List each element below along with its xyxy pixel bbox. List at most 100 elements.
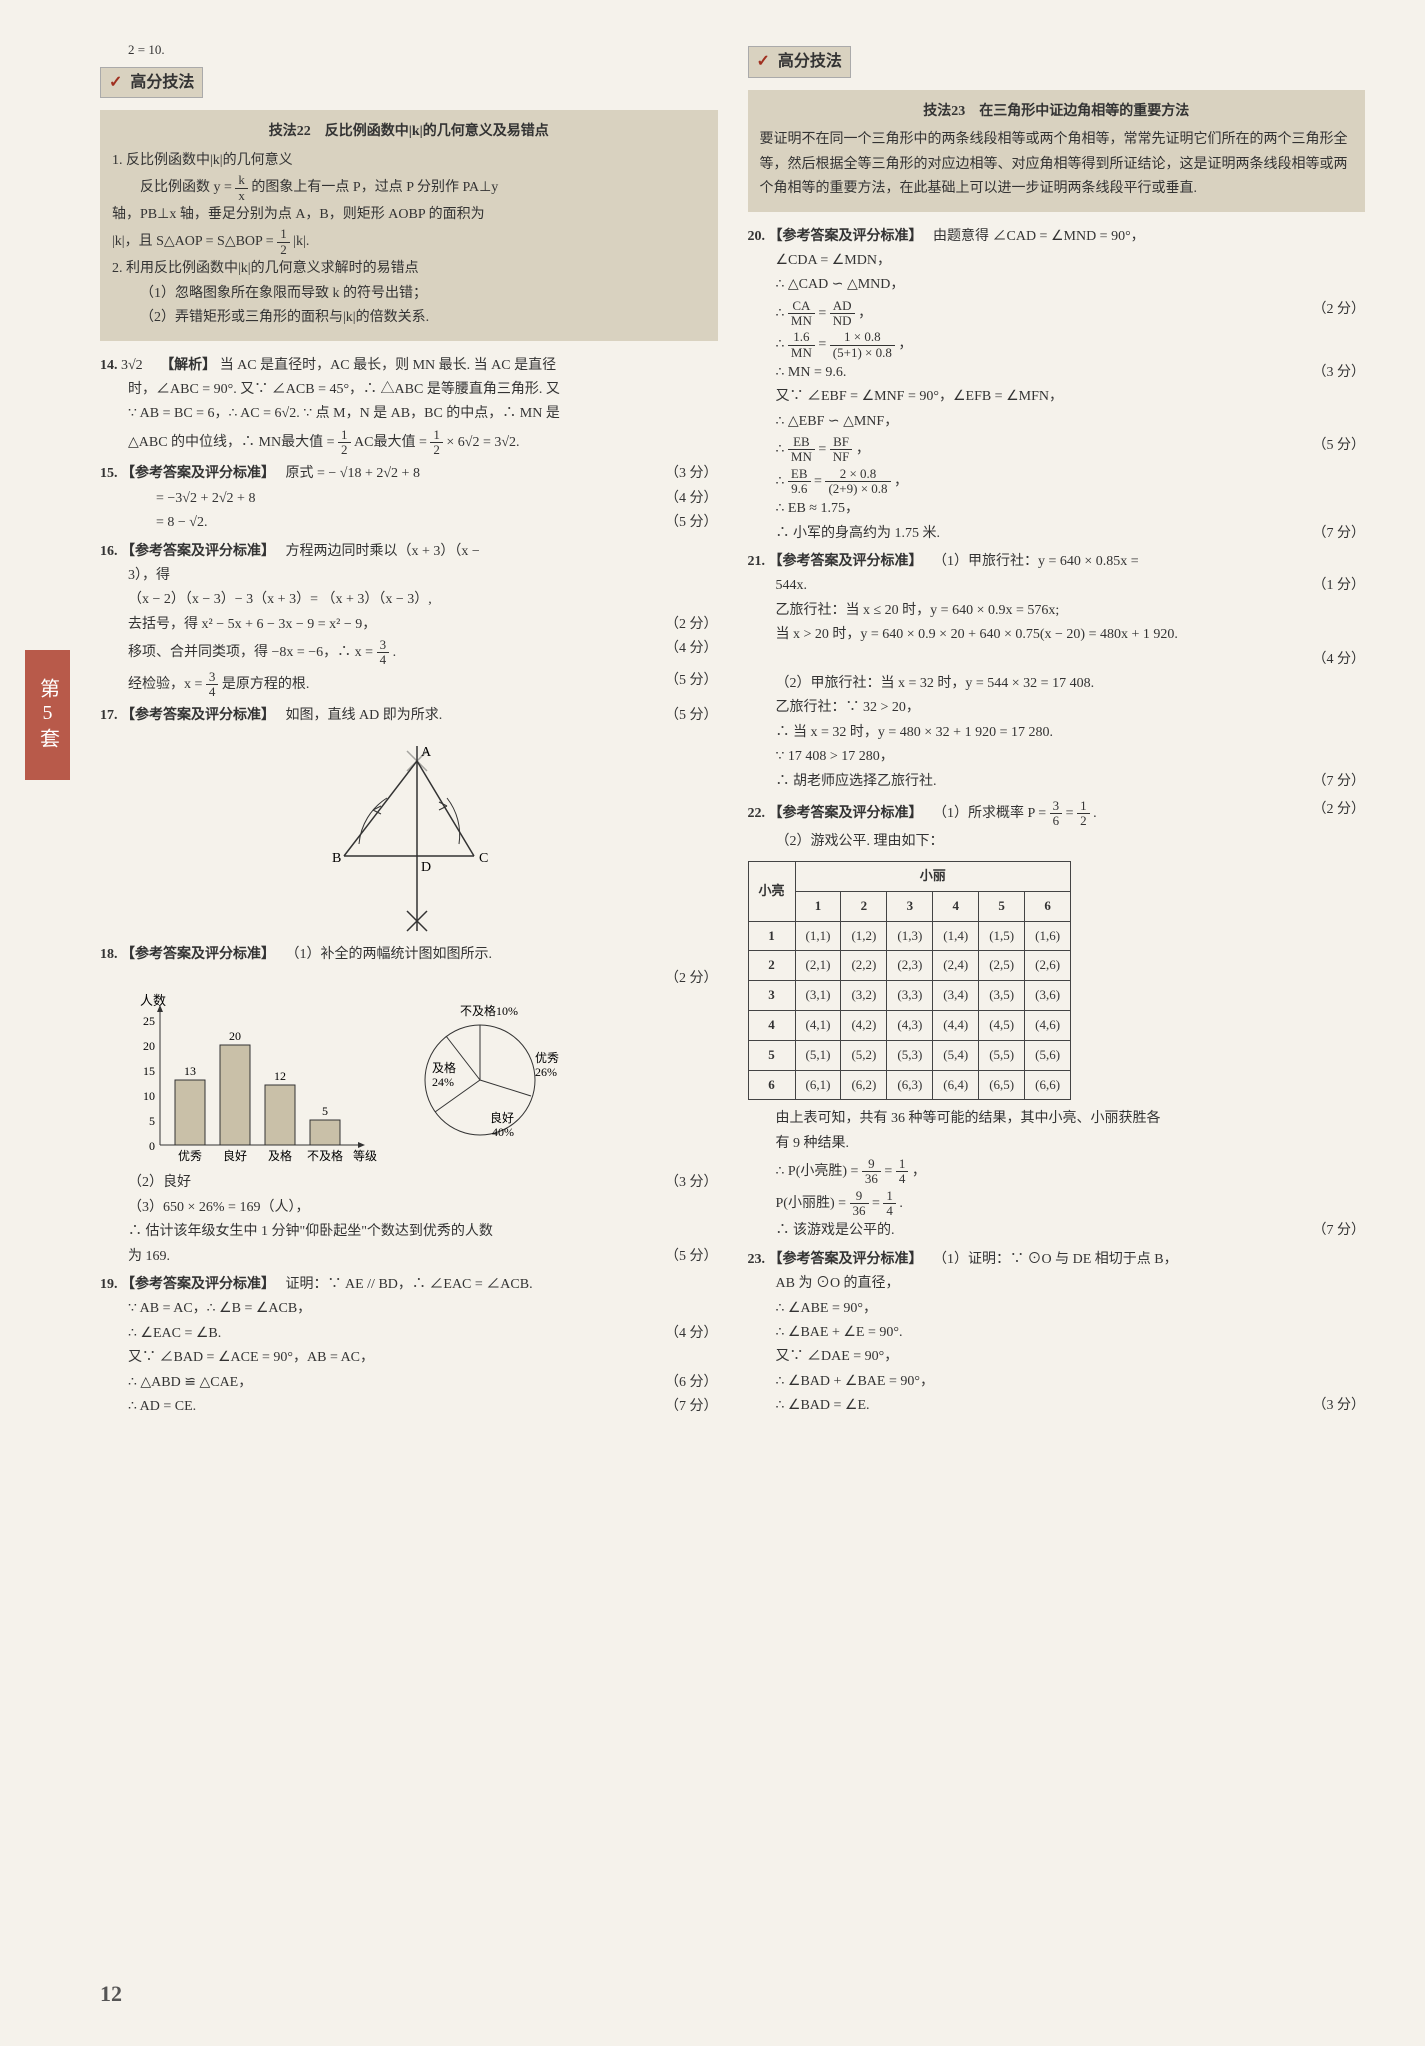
outcome-table: 小亮小丽1234561(1,1)(1,2)(1,3)(1,4)(1,5)(1,6… (748, 861, 1072, 1100)
q15-num: 15. (100, 466, 118, 481)
q14-l2: 时，∠ABC = 90°. 又∵ ∠ACB = 45°，∴ △ABC 是等腰直角… (100, 379, 718, 401)
q15-tag: 【参考答案及评分标准】 (121, 466, 268, 481)
d: (2+9) × 0.8 (825, 482, 890, 496)
text: ， (912, 1164, 926, 1179)
svg-text:20: 20 (229, 1029, 241, 1043)
q18-s1: （2 分） (665, 968, 718, 990)
fraction: kx (235, 173, 248, 203)
n: 1.6 (788, 330, 815, 345)
tech23-title: 技法23 在三角形中证边角相等的重要方法 (760, 100, 1354, 125)
q18-num: 18. (100, 947, 118, 962)
text: ∴ (776, 442, 788, 457)
d: 4 (883, 1204, 896, 1218)
tech22-title: 技法22 反比例函数中|k|的几何意义及易错点 (112, 120, 706, 145)
denominator: 2 (277, 243, 290, 257)
q18-l3: （3）650 × 26% = 169（人）， (100, 1197, 718, 1219)
fraction: 2 × 0.8(2+9) × 0.8 (825, 467, 890, 497)
svg-text:不及格10%: 不及格10% (460, 1003, 518, 1018)
fraction: EB9.6 (788, 467, 811, 497)
d: MN (788, 450, 815, 464)
gf-header-label: 高分技法 (130, 74, 194, 91)
q21-l1: （1）甲旅行社：y = 640 × 0.85x = (933, 554, 1139, 569)
svg-text:等级: 等级 (353, 1149, 377, 1163)
q18: 18. 【参考答案及评分标准】 （1）补全的两幅统计图如图所示. （2 分） 人… (100, 944, 718, 1268)
q17-s1: （5 分） (665, 705, 718, 727)
q16: 16. 【参考答案及评分标准】 方程两边同时乘以（x + 3）（x − 3），得… (100, 541, 718, 700)
label-C: C (479, 851, 488, 866)
q21-num: 21. (748, 554, 766, 569)
right-column: ✓ 高分技法 技法23 在三角形中证边角相等的重要方法 要证明不在同一个三角形中… (748, 40, 1366, 2006)
fraction: 1 × 0.8(5+1) × 0.8 (830, 330, 895, 360)
q20-s4: （2 分） (1313, 299, 1366, 321)
text: ∴ (776, 337, 788, 352)
svg-text:良好: 良好 (490, 1110, 514, 1125)
svg-text:12: 12 (274, 1069, 286, 1083)
q16-s5: （5 分） (665, 670, 718, 692)
text: . (899, 1196, 903, 1211)
page-number: 12 (100, 1976, 122, 2011)
d: 4 (896, 1172, 909, 1186)
q17-tag: 【参考答案及评分标准】 (121, 708, 268, 723)
svg-text:26%: 26% (535, 1065, 557, 1079)
side-tab: 第5套 (25, 650, 70, 780)
q23-l7: ∴ ∠BAD = ∠E. (776, 1398, 870, 1413)
n: EB (788, 435, 815, 450)
q23-l3: ∴ ∠ABE = 90°， (748, 1298, 1366, 1320)
text: × 6√2 = 3√2. (446, 435, 519, 450)
denominator: x (235, 189, 248, 203)
d: NF (830, 450, 853, 464)
svg-text:0: 0 (149, 1139, 155, 1153)
q23-l1: （1）证明：∵ ⊙O 与 DE 相切于点 B， (933, 1252, 1178, 1267)
n: CA (788, 299, 815, 314)
svg-text:10: 10 (143, 1089, 155, 1103)
fraction: 12 (277, 227, 290, 257)
q14-l3: ∵ AB = BC = 6，∴ AC = 6√2. ∵ 点 M，N 是 AB，B… (100, 403, 718, 425)
n: 9 (862, 1157, 881, 1172)
q18-l5: 为 169. (128, 1249, 170, 1264)
text: ， (898, 337, 912, 352)
d: 6 (1050, 814, 1063, 828)
q20-num: 20. (748, 229, 766, 244)
q21-s8: （7 分） (1313, 771, 1366, 793)
denominator: 4 (206, 685, 219, 699)
q21-l2: 乙旅行社：当 x ≤ 20 时，y = 640 × 0.9x = 576x; (748, 600, 1366, 622)
q23-l4: ∴ ∠BAE + ∠E = 90°. (748, 1322, 1366, 1344)
text: （1）所求概率 P = (933, 806, 1050, 821)
tech22-l3: 轴，PB⊥x 轴，垂足分别为点 A，B，则矩形 AOBP 的面积为 (112, 203, 706, 228)
n: 3 (1050, 799, 1063, 814)
q17-figure: A B C D (299, 736, 519, 936)
text: 反比例函数 y = (140, 180, 235, 195)
q22-l6: ∴ 该游戏是公平的. (776, 1223, 895, 1238)
d: 36 (850, 1204, 869, 1218)
q21-l6: ∴ 当 x = 32 时，y = 480 × 32 + 1 920 = 17 2… (748, 722, 1366, 744)
q22-l3: 由上表可知，共有 36 种等可能的结果，其中小亮、小丽获胜各 (748, 1108, 1366, 1130)
q19-l1: 证明：∵ AE // BD，∴ ∠EAC = ∠ACB. (286, 1277, 533, 1292)
svg-text:5: 5 (322, 1104, 328, 1118)
top-equation: 2 = 10. (100, 40, 718, 61)
svg-text:良好: 良好 (223, 1148, 247, 1163)
fraction: BFNF (830, 435, 853, 465)
tech22-l5: 2. 利用反比例函数中|k|的几何意义求解时的易错点 (112, 257, 706, 282)
q23-l6: ∴ ∠BAD + ∠BAE = 90°， (748, 1371, 1366, 1393)
tech23-body: 要证明不在同一个三角形中的两条线段相等或两个角相等，常常先证明它们所在的两个三角… (760, 128, 1354, 202)
q23-l2: AB 为 ⊙O 的直径， (748, 1273, 1366, 1295)
text: = (814, 474, 825, 489)
q20-tag: 【参考答案及评分标准】 (769, 229, 916, 244)
q22-s6: （7 分） (1313, 1220, 1366, 1242)
q15-s3: （5 分） (665, 512, 718, 534)
q19-num: 19. (100, 1277, 118, 1292)
numerator: 1 (430, 428, 443, 443)
tech22-l4: |k|，且 S△AOP = S△BOP = 12 |k|. (112, 227, 706, 257)
tech23-box: 技法23 在三角形中证边角相等的重要方法 要证明不在同一个三角形中的两条线段相等… (748, 90, 1366, 212)
q22: 22. 【参考答案及评分标准】 （1）所求概率 P = 36 = 12 . （2… (748, 799, 1366, 1243)
q20-l7: 又∵ ∠EBF = ∠MNF = 90°，∠EFB = ∠MFN， (748, 386, 1366, 408)
q16-l5b: 是原方程的根. (222, 677, 310, 692)
numerator: 3 (377, 638, 390, 653)
n: EB (788, 467, 811, 482)
check-icon: ✓ (109, 74, 122, 91)
d: ND (830, 314, 855, 328)
q21-tag: 【参考答案及评分标准】 (769, 554, 916, 569)
n: 2 × 0.8 (825, 467, 890, 482)
q18-tag: 【参考答案及评分标准】 (121, 947, 268, 962)
q14: 14. 3√2 【解析】 当 AC 是直径时，AC 最长，则 MN 最长. 当 … (100, 355, 718, 458)
